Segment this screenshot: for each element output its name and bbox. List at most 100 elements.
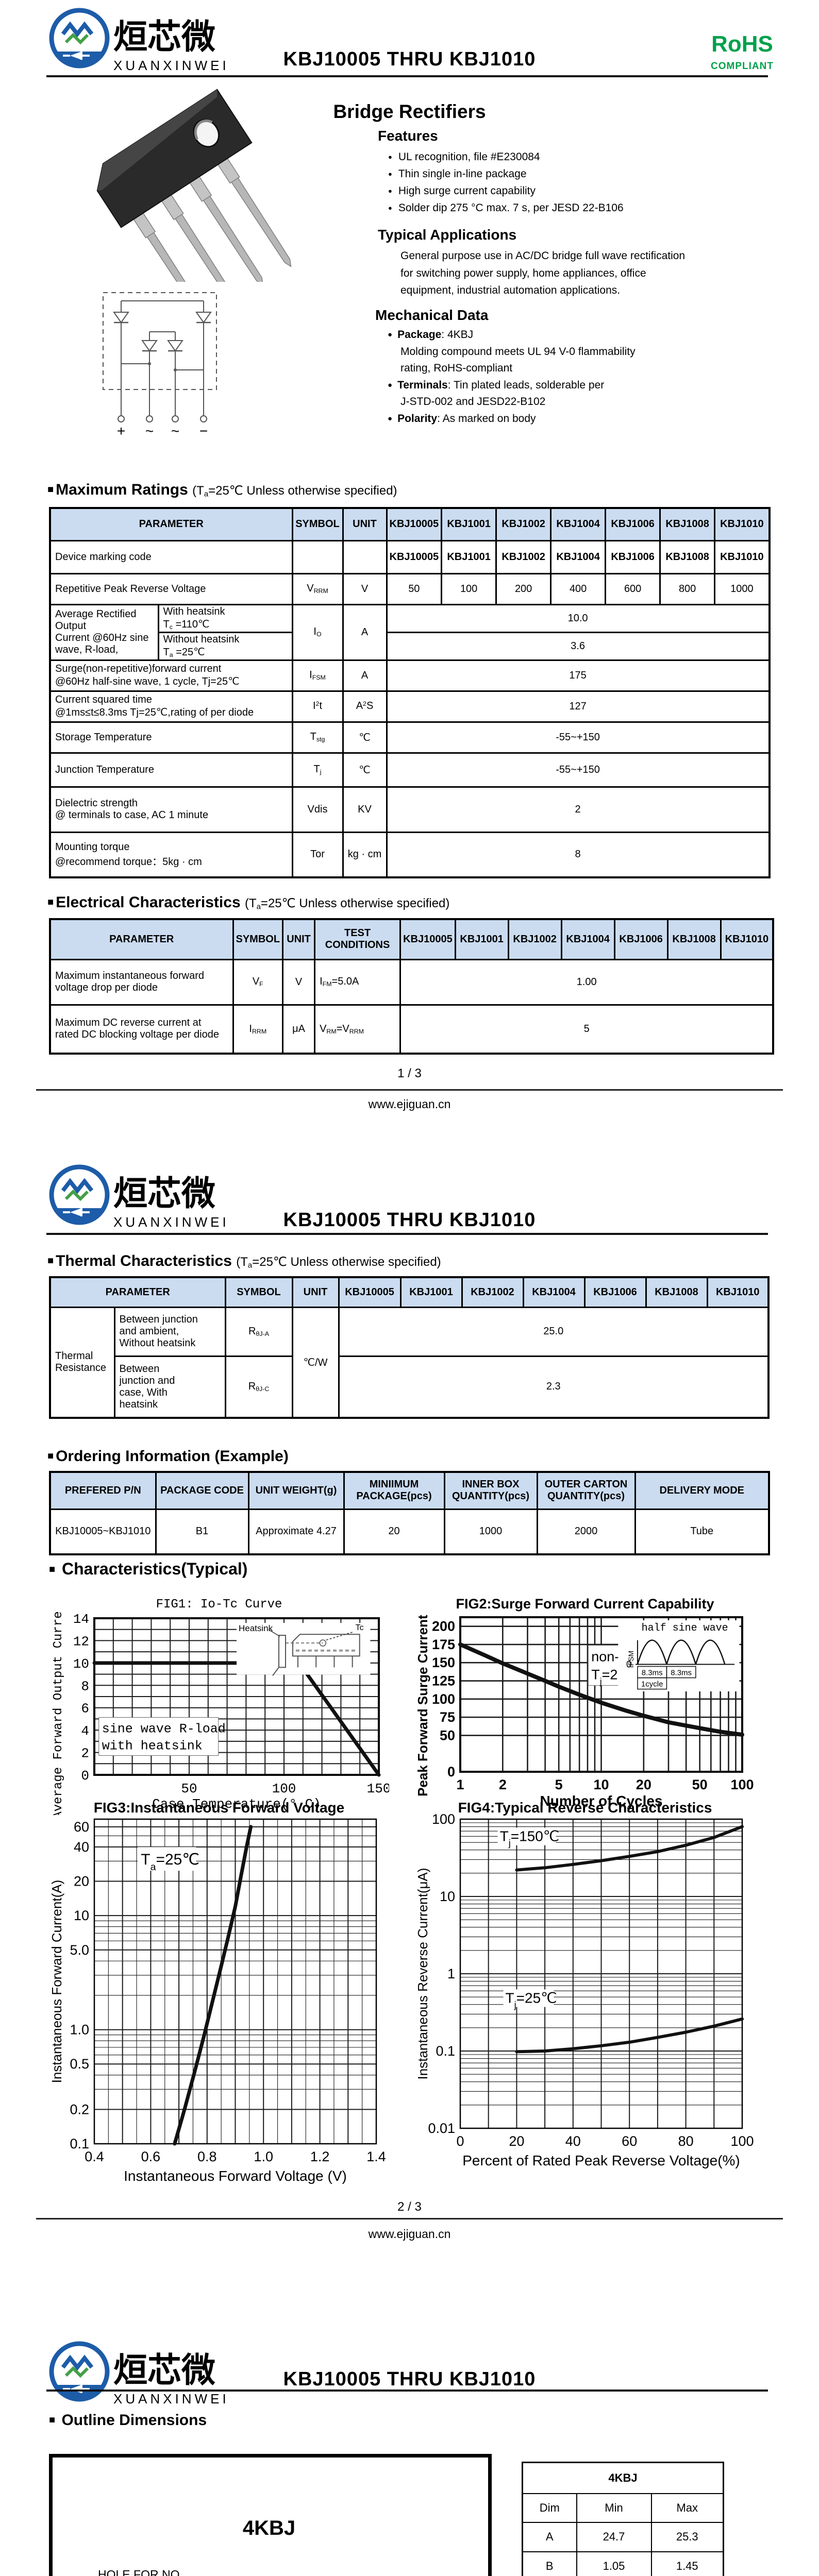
col-header-model: KBJ1006 [605,507,661,541]
dim-min-cell: 1.05 [576,2551,652,2576]
param-cell: Surge(non-repetitive)forward current @60H… [49,659,293,692]
fig2-ytick: 50 [440,1727,455,1743]
symbol-cell: IFSM [291,659,344,692]
value-cell: 400 [550,572,607,605]
fig1-ytick: 8 [81,1679,89,1694]
section-square-icon: ■ [47,1450,54,1462]
mech-item: Package: 4KBJ [397,329,474,341]
fig4-ylabel: Instantaneous Reverse Current(μA) [415,1868,430,2080]
value-cell: 5 [399,1004,774,1055]
fig1-ytick: 2 [81,1746,89,1761]
value-cell: 175 [386,659,771,692]
fig4-xtick: 0 [456,2133,464,2149]
test-conditions-cell: IFM=5.0A [314,958,402,1006]
fig1-annotation: sine wave R-load [102,1721,226,1736]
col-header-model: KBJ1008 [659,507,716,541]
applications-line: General purpose use in AC/DC bridge full… [400,250,686,262]
svg-text:烜芯微: 烜芯微 [113,1174,215,1212]
col-header-symbol: SYMBOL [291,507,344,541]
fig1-svg: 50 100 150 0 2 4 6 8 10 12 14 Case Temperature(° C)… [52,1574,391,1819]
fig1-ylabel: Average Forward Output Current(A) [52,1611,65,1815]
fig3-annotation: Ta=25℃ [141,1851,199,1873]
rohs-label: RoHS [711,31,773,57]
fig4-series-label: Tj=25℃ [506,1990,557,2010]
svg-text:XUANXINWEI: XUANXINWEI [113,58,229,73]
hole-note: HOLE FOR NO. [98,2568,183,2576]
brand-logo: 烜芯微 XUANXINWEI [47,4,233,80]
param-cell: Maximum instantaneous forward voltage dro… [49,958,234,1006]
dim-letter-cell: B [522,2551,577,2576]
fig1-ytick: 14 [73,1612,89,1627]
feature-item: Thin single in-line package [398,168,527,180]
brand-logo-svg: 烜芯微 XUANXINWEI [49,1164,226,1230]
value-cell: 2 [386,786,771,833]
doc-title: KBJ10005 THRU KBJ1010 [283,2368,536,2390]
col-header-model: KBJ1001 [441,507,497,541]
fig4-svg: 0 20 40 60 80 100 100 10 1 0.1 0.01 Percent of Rate… [415,1811,754,2168]
fig3-svg: 0.4 0.6 0.8 1.0 1.2 1.4 60 40 20 10 5.0 1.0 0.5 0.2 0.… [49,1818,386,2184]
ordering-header-cell: DELIVERY MODE [634,1471,770,1510]
value-cell: KBJ1001 [441,539,497,574]
ordering-value-cell: KBJ10005~KBJ1010 [49,1508,157,1555]
ordering-table-el: PREFERED P/N PACKAGE CODE UNIT WEIGHT(g) MI… [49,1471,770,1555]
fig3-xtick: 1.0 [254,2149,273,2164]
param-cell: Device marking code [49,539,293,574]
svg-text:烜芯微: 烜芯微 [113,18,215,56]
section-square-icon: ■ [47,896,54,908]
bullet-icon: ● [388,170,392,178]
header-rule [46,75,768,77]
applications-line: for switching power supply, home applian… [400,267,646,279]
fig3-curve [173,1825,253,2146]
thermal-table: PARAMETER SYMBOL UNIT KBJ10005 KBJ1001 KBJ100… [49,1276,770,1419]
col-header-model: KBJ1004 [550,507,607,541]
col-header-model: KBJ10005 [399,918,456,960]
terminal-label: − [199,423,208,439]
col-header-symbol: SYMBOL [224,1276,293,1308]
ordering-header-cell: PACKAGE CODE [155,1471,249,1510]
fig4-curve [515,2017,744,2054]
outline-package-name: 4KBJ [243,2517,295,2539]
fig4-series-label: Tj=150℃ [500,1828,560,1849]
fig3-xtick: 0.6 [141,2149,161,2164]
footer-rule [36,2218,783,2219]
thermal-table-el: PARAMETER SYMBOL UNIT KBJ10005 KBJ1001 KBJ100… [49,1276,770,1419]
electrical-table-el: PARAMETER SYMBOL UNIT TEST CONDITIONS KBJ1000… [49,918,775,1055]
fig3-title: FIG3:Instantaneous Forward Voltage [93,1800,345,1816]
ordering-header-cell: INNER BOX QUANTITY(pcs) [443,1471,538,1510]
page-3: 烜芯微 XUANXINWEI KBJ10005 THRU KBJ1010 ■ Ou… [0,2336,819,2576]
value-cell: -55~+150 [386,752,771,788]
col-header-model: KBJ1004 [560,918,615,960]
fig2-xlabel: Number of Cycles [540,1793,662,1809]
fig2-ytick: 125 [432,1673,455,1689]
col-header-model: KBJ1008 [645,1276,708,1308]
param-cell: Current squared time @1ms≤t≤8.3ms Tj=25℃,… [49,690,293,723]
bullet-icon: ● [388,187,392,195]
fig3-ytick: 0.1 [70,2136,89,2151]
value-cell: 1.00 [399,958,774,1006]
symbol-cell: Tstg [291,721,344,754]
symbol-cell [291,539,344,574]
param-cell: Maximum DC reverse current at rated DC bl… [49,1004,234,1055]
unit-cell: V [282,958,316,1006]
bullet-icon: ● [388,330,393,339]
symbol-cell: I2t [291,690,344,723]
mechanical-list: ● Package: 4KBJ Molding compound meets UL … [388,327,748,427]
fig3-xtick: 0.4 [85,2149,104,2164]
fig2-ytick: 0 [447,1764,455,1780]
fig3-xlabel: Instantaneous Forward Voltage (V) [124,2168,347,2184]
bullet-icon: ● [388,153,392,161]
symbol-cell: VF [232,958,284,1006]
col-header-model: KBJ1010 [720,918,774,960]
condition-cell: Between junction and ambient, Without heat… [113,1306,226,1357]
bridge-schematic: + ~ ~ − [98,286,227,444]
fig2-ytick: 200 [432,1619,455,1634]
col-header-parameter: PARAMETER [49,1276,226,1308]
unit-cell: A [342,659,388,692]
applications-line: equipment, industrial automation applica… [400,284,621,296]
fig2-ytick: 100 [432,1691,455,1707]
electrical-table: PARAMETER SYMBOL UNIT TEST CONDITIONS KBJ1000… [49,918,775,1055]
fig4-xtick: 20 [509,2133,524,2149]
svg-text:烜芯微: 烜芯微 [113,2351,215,2389]
header-rule [46,1233,768,1235]
